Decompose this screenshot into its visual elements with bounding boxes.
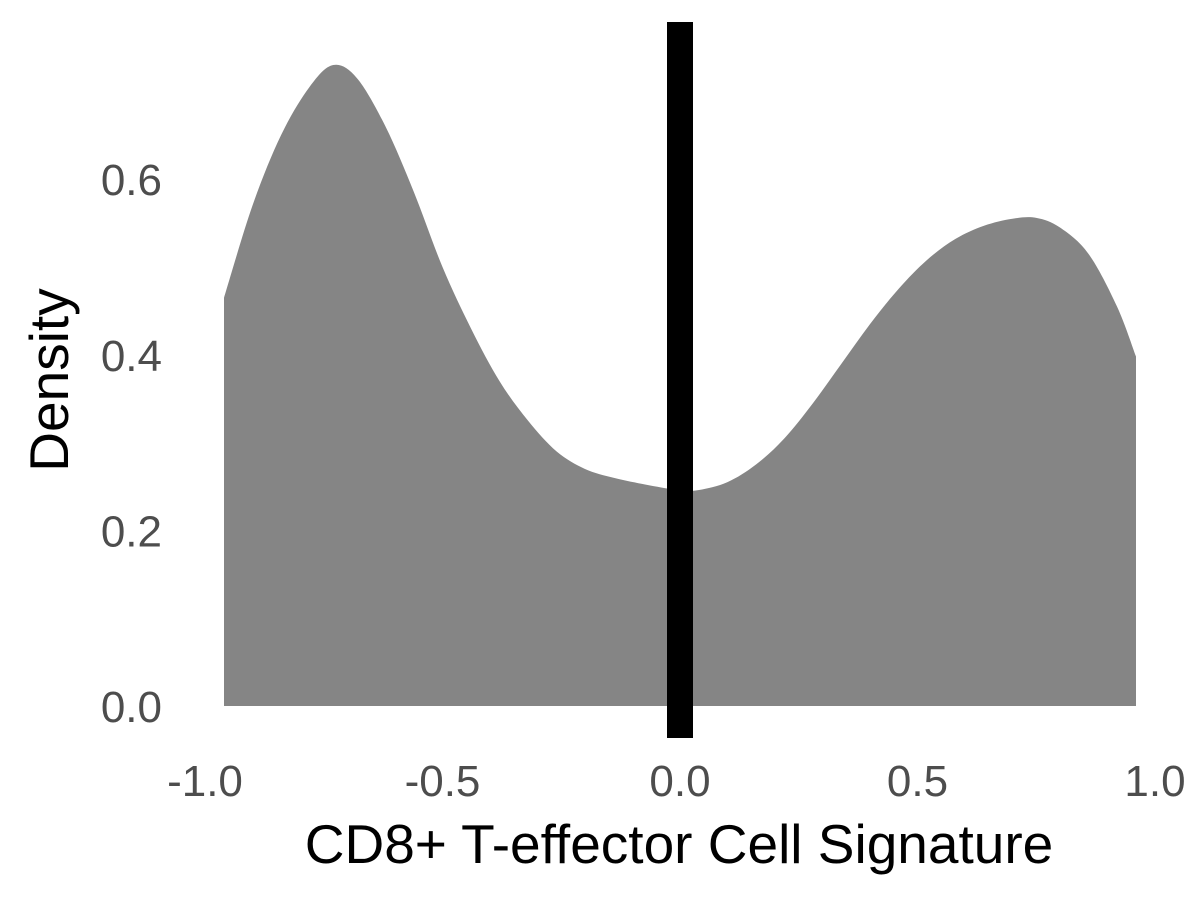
x-tick-label: 0.5 <box>887 757 948 806</box>
y-tick-label: 0.0 <box>101 683 162 732</box>
plot-area <box>224 22 1136 738</box>
y-tick-label: 0.6 <box>101 156 162 205</box>
x-tick-label: 0.0 <box>649 757 710 806</box>
x-tick-label: -1.0 <box>167 757 243 806</box>
x-tick-label: 1.0 <box>1124 757 1185 806</box>
y-axis-title: Density <box>18 288 80 472</box>
x-axis-ticks: -1.0 -0.5 0.0 0.5 1.0 <box>167 757 1186 806</box>
reference-vline <box>667 22 693 738</box>
y-tick-label: 0.4 <box>101 332 162 381</box>
x-axis-title: CD8+ T-effector Cell Signature <box>305 813 1054 875</box>
y-axis-ticks: 0.0 0.2 0.4 0.6 <box>101 156 162 732</box>
density-area <box>224 64 1136 706</box>
y-tick-label: 0.2 <box>101 507 162 556</box>
x-tick-label: -0.5 <box>405 757 481 806</box>
